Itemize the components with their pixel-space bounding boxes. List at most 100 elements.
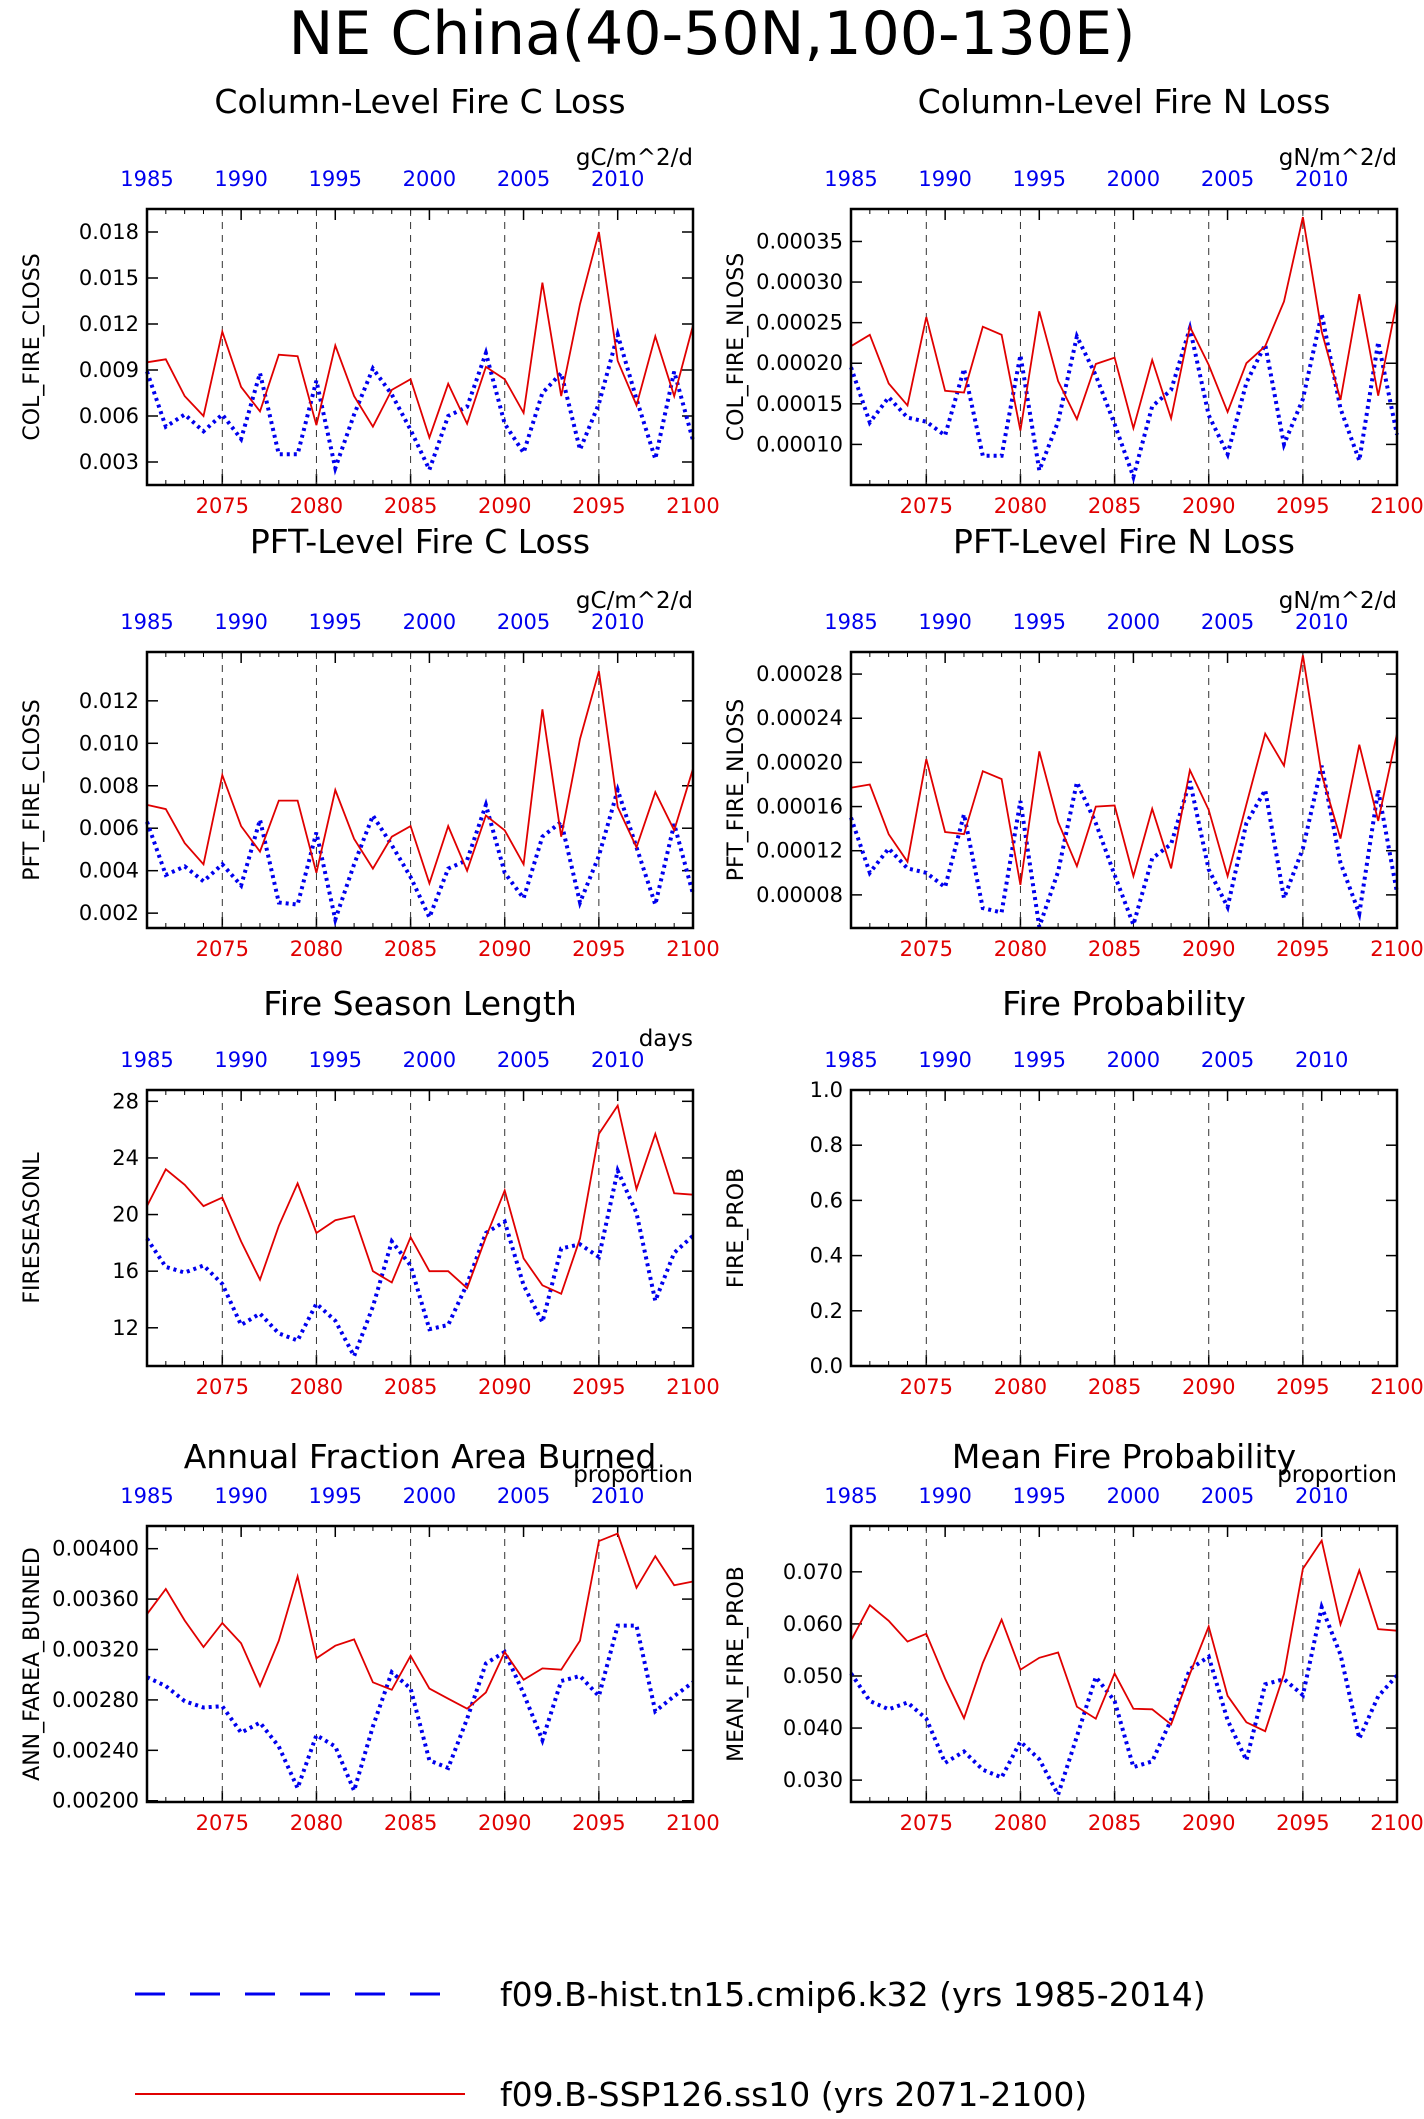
x-top-tick-label: 2000	[1107, 1484, 1160, 1508]
y-axis-label: COL_FIRE_CLOSS	[20, 253, 45, 440]
panel-units: gC/m^2/d	[576, 145, 693, 171]
y-tick-label: 0.6	[810, 1188, 843, 1212]
y-axis-label: ANN_FAREA_BURNED	[20, 1547, 45, 1781]
x-tick-label: 2100	[666, 937, 719, 961]
y-axis-label: MEAN_FIRE_PROB	[724, 1566, 749, 1762]
series-line-hist	[145, 327, 695, 476]
panel-p5: Fire Season Length days FIRESEASONL 2075 208…	[20, 984, 720, 1399]
series-line-ssp	[850, 655, 1398, 886]
x-top-tick-label: 1990	[918, 167, 971, 191]
y-tick-label: 0.00035	[756, 229, 843, 253]
y-tick-label: 0.00015	[756, 392, 843, 416]
panel-p4: PFT-Level Fire N Loss gN/m^2/d PFT_FIRE_NL…	[724, 522, 1424, 961]
legend: f09.B-hist.tn15.cmip6.k32 (yrs 1985-2014…	[135, 1975, 1206, 2114]
x-tick-label: 2100	[1370, 494, 1423, 518]
panel-title: PFT-Level Fire C Loss	[250, 522, 590, 561]
panel-title: Annual Fraction Area Burned	[184, 1437, 657, 1476]
plot-frame	[145, 1524, 695, 1804]
y-tick-label: 0.003	[79, 450, 139, 474]
series-line-hist	[146, 1623, 695, 1797]
y-tick-label: 0.00012	[756, 839, 843, 863]
y-tick-label: 24	[112, 1146, 139, 1170]
y-axis-label: PFT_FIRE_NLOSS	[724, 699, 749, 881]
x-top-tick-label: 2005	[497, 1484, 550, 1508]
x-top-tick-label: 1985	[120, 1048, 173, 1072]
x-top-tick-label: 1995	[309, 1048, 362, 1072]
y-tick-label: 0.00025	[756, 311, 843, 335]
x-top-tick-label: 2000	[403, 167, 456, 191]
x-tick-label: 2100	[1370, 1375, 1423, 1399]
x-top-tick-label: 1990	[214, 1048, 267, 1072]
y-tick-label: 0.050	[783, 1664, 843, 1688]
x-top-tick-label: 2010	[591, 1484, 644, 1508]
legend-label-hist: f09.B-hist.tn15.cmip6.k32 (yrs 1985-2014…	[500, 1975, 1206, 2014]
y-tick-label: 0.070	[783, 1560, 843, 1584]
x-tick-label: 2080	[290, 1811, 343, 1835]
x-top-tick-label: 1990	[214, 167, 267, 191]
plot-frame	[849, 1088, 1399, 1368]
plot-frame	[145, 650, 695, 930]
y-axis-label: COL_FIRE_NLOSS	[724, 253, 749, 441]
y-tick-label: 12	[112, 1316, 139, 1340]
series-line-hist	[849, 1600, 1399, 1800]
x-top-tick-label: 1995	[309, 167, 362, 191]
y-tick-label: 0.010	[79, 731, 139, 755]
series-line-hist	[849, 765, 1399, 932]
y-tick-label: 0.040	[783, 1716, 843, 1740]
x-top-tick-label: 1985	[120, 167, 173, 191]
x-top-tick-label: 1985	[824, 610, 877, 634]
y-tick-label: 0.00200	[52, 1789, 139, 1813]
series-line-ssp	[850, 1538, 1398, 1733]
y-axis-label: FIRE_PROB	[724, 1168, 749, 1288]
panel-title: Fire Season Length	[263, 984, 576, 1023]
y-tick-label: 0.00400	[52, 1537, 139, 1561]
x-tick-label: 2075	[900, 494, 953, 518]
y-tick-label: 0.00008	[756, 883, 843, 907]
x-tick-label: 2090	[478, 1811, 531, 1835]
panel-p3: PFT-Level Fire C Loss gC/m^2/d PFT_FIRE_CL…	[20, 522, 720, 961]
x-tick-label: 2095	[1276, 1811, 1329, 1835]
x-top-tick-label: 2005	[1201, 1048, 1254, 1072]
x-top-tick-label: 2005	[497, 1048, 550, 1072]
x-tick-label: 2080	[994, 937, 1047, 961]
y-tick-label: 0.00280	[52, 1688, 139, 1712]
x-tick-label: 2080	[290, 494, 343, 518]
x-tick-label: 2090	[1182, 1375, 1235, 1399]
y-tick-label: 0.00020	[756, 750, 843, 774]
panel-units: gC/m^2/d	[576, 588, 693, 614]
y-tick-label: 0.004	[79, 859, 139, 883]
panel-title: Column-Level Fire C Loss	[214, 82, 625, 121]
x-top-tick-label: 2000	[403, 1484, 456, 1508]
series-line-hist	[145, 1164, 695, 1361]
x-tick-label: 2085	[1088, 937, 1141, 961]
y-tick-label: 0.012	[79, 312, 139, 336]
y-tick-label: 0.00240	[52, 1738, 139, 1762]
y-tick-label: 0.00320	[52, 1638, 139, 1662]
y-tick-label: 0.00016	[756, 795, 843, 819]
series-line-ssp	[146, 670, 694, 887]
series-line-hist	[849, 313, 1399, 484]
x-tick-label: 2090	[478, 494, 531, 518]
x-top-tick-label: 1990	[214, 610, 267, 634]
x-tick-label: 2090	[478, 937, 531, 961]
y-tick-label: 0.015	[79, 266, 139, 290]
x-top-tick-label: 2010	[1295, 610, 1348, 634]
x-top-tick-label: 2000	[403, 610, 456, 634]
y-tick-label: 0.002	[79, 901, 139, 925]
y-tick-label: 20	[112, 1203, 139, 1227]
y-tick-label: 0.012	[79, 689, 139, 713]
y-tick-label: 0.00028	[756, 662, 843, 686]
plot-frame	[849, 650, 1399, 930]
panel-units: gN/m^2/d	[1279, 588, 1397, 614]
x-tick-label: 2100	[666, 494, 719, 518]
y-tick-label: 0.060	[783, 1612, 843, 1636]
x-top-tick-label: 2005	[497, 167, 550, 191]
x-tick-label: 2100	[666, 1375, 719, 1399]
x-tick-label: 2080	[290, 937, 343, 961]
x-tick-label: 2095	[1276, 1375, 1329, 1399]
plot-frame	[849, 207, 1399, 487]
x-top-tick-label: 2000	[1107, 1048, 1160, 1072]
x-top-tick-label: 1995	[309, 610, 362, 634]
